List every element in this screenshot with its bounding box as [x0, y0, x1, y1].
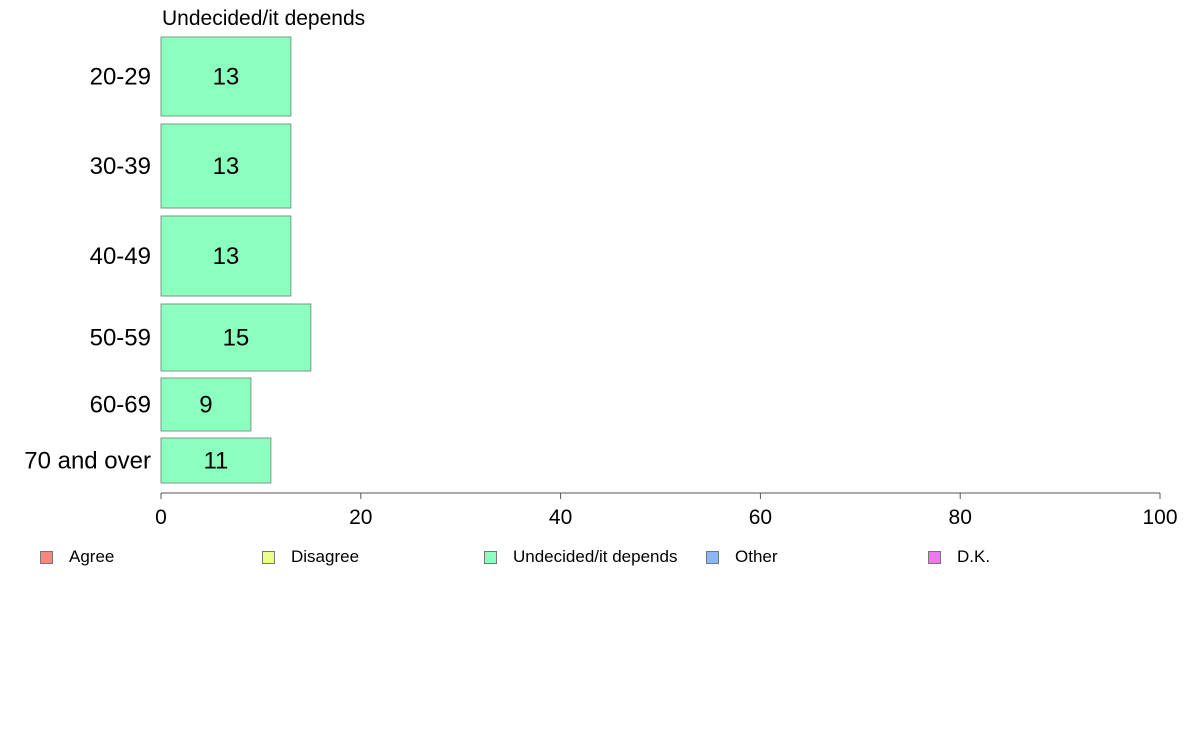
- legend-swatch: [40, 550, 53, 564]
- legend-swatch: [484, 550, 497, 564]
- legend-item: Undecided/it depends: [484, 545, 677, 569]
- bar-value-label: 11: [203, 448, 228, 475]
- legend-label: Other: [735, 547, 778, 566]
- x-tick-label: 40: [549, 506, 572, 529]
- legend-item: Disagree: [262, 545, 359, 569]
- legend-swatch: [262, 550, 275, 564]
- legend-swatch: [928, 550, 941, 564]
- bar-value-label: 9: [199, 392, 212, 419]
- legend: Agree Disagree Undecided/it depends Other D.…: [0, 545, 1188, 569]
- bar-30-39: [160, 123, 292, 209]
- category-label: 50-59: [90, 325, 151, 352]
- category-label: 40-49: [90, 243, 151, 270]
- legend-label: Undecided/it depends: [513, 547, 678, 566]
- x-tick-label: 60: [749, 506, 772, 529]
- bar-60-69: [160, 377, 252, 432]
- x-tick-label: 80: [949, 506, 972, 529]
- legend-item: Agree: [40, 545, 114, 569]
- legend-swatch: [706, 550, 719, 564]
- bar-20-29: [160, 36, 292, 117]
- bar-40-49: [160, 215, 292, 297]
- x-tick-label: 20: [349, 506, 372, 529]
- bar-value-label: 13: [213, 64, 240, 91]
- legend-item: Other: [706, 545, 778, 569]
- category-label: 20-29: [90, 64, 151, 91]
- legend-label: D.K.: [957, 547, 991, 566]
- legend-item: D.K.: [928, 545, 990, 569]
- legend-label: Disagree: [291, 547, 360, 566]
- category-label: 60-69: [90, 392, 151, 419]
- bar-value-label: 13: [213, 243, 240, 270]
- category-label: 70 and over: [24, 448, 151, 475]
- chart-title: Undecided/it depends: [162, 7, 365, 30]
- bar-50-59: [160, 303, 312, 372]
- bars: 13 20-29 13 30-39 13 40-49 15 50-59 9 60-69 11 70 a…: [24, 36, 312, 484]
- bar-value-label: 13: [213, 153, 240, 180]
- legend-label: Agree: [69, 547, 115, 566]
- x-tick-label: 100: [1142, 506, 1177, 529]
- category-label: 30-39: [90, 153, 151, 180]
- x-tick-label: 0: [155, 506, 167, 529]
- x-axis: 0 20 40 60 80 100: [155, 492, 1178, 529]
- bar-value-label: 15: [223, 325, 250, 352]
- bar-70-and-over: [160, 437, 272, 484]
